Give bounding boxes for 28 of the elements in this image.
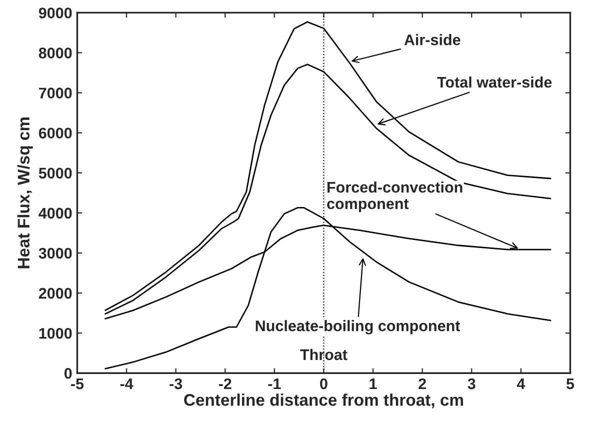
x-tick-label: 4 <box>516 378 526 390</box>
x-axis-title: Centerline distance from throat, cm <box>184 394 464 408</box>
x-tick-label: 3 <box>468 378 476 390</box>
y-tick-label: 7000 <box>39 88 72 98</box>
annotation: Nucleate-boiling component <box>256 320 460 334</box>
x-tick-label: 1 <box>370 378 377 390</box>
y-tick-label: 0 <box>64 368 72 379</box>
y-tick-label: 9000 <box>38 8 72 18</box>
y-tick-label: 5000 <box>38 168 72 179</box>
annotation: Total water-side <box>437 76 552 88</box>
y-axis-title: Heat Flux, W/sq cm <box>17 118 33 268</box>
y-tick-label: 6000 <box>38 128 72 139</box>
y-tick-label: 1000 <box>39 328 72 339</box>
x-tick-label: -1 <box>268 378 281 390</box>
annotation: Air-side <box>404 34 460 46</box>
x-tick-label: -4 <box>120 378 134 390</box>
x-tick-label: -2 <box>218 378 232 390</box>
x-tick-label: 5 <box>566 378 574 390</box>
x-tick-label: 2 <box>418 378 426 390</box>
x-tick-label: -5 <box>71 378 84 390</box>
x-tick-label: 0 <box>320 378 328 390</box>
y-tick-label: 3000 <box>38 248 72 259</box>
y-tick-label: 2000 <box>38 288 72 299</box>
ref-line-label: Throat <box>300 348 348 360</box>
x-tick-label: -3 <box>170 378 182 390</box>
y-tick-label: 8000 <box>38 48 72 58</box>
y-tick-label: 4000 <box>38 208 72 219</box>
annotation: Forced-convection component <box>327 181 462 212</box>
